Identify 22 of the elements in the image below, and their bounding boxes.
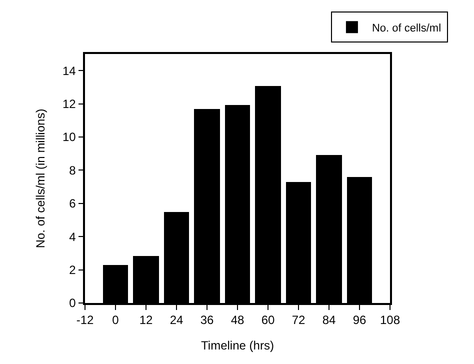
- x-tick-label: 36: [200, 313, 214, 328]
- y-tick-label: 10: [62, 130, 76, 144]
- x-tick-label: -12: [76, 313, 94, 328]
- y-tick-label: 4: [69, 230, 76, 244]
- y-tick-label: 0: [69, 296, 76, 310]
- x-tick-label: 96: [352, 313, 366, 328]
- x-tick-label: 108: [380, 313, 400, 328]
- x-tick-label: 48: [230, 313, 244, 328]
- y-tick-label: 8: [69, 163, 76, 178]
- x-tick-label: 60: [261, 313, 275, 328]
- x-tick-label: 12: [139, 313, 153, 328]
- x-axis-title: Timeline (hrs): [201, 338, 274, 353]
- x-tick-label: 84: [322, 313, 336, 328]
- y-axis-title: No. of cells/ml (in millions): [33, 108, 48, 248]
- y-tick-label: 14: [62, 64, 76, 78]
- y-tick-label: 12: [62, 97, 76, 111]
- x-tick-label: 24: [170, 313, 184, 328]
- y-tick-label: 6: [69, 196, 76, 211]
- y-tick-label: 2: [69, 263, 76, 277]
- x-tick-label: 0: [112, 313, 120, 328]
- x-tick-label: 72: [292, 313, 306, 328]
- legend-label: No. of cells/ml: [372, 22, 442, 34]
